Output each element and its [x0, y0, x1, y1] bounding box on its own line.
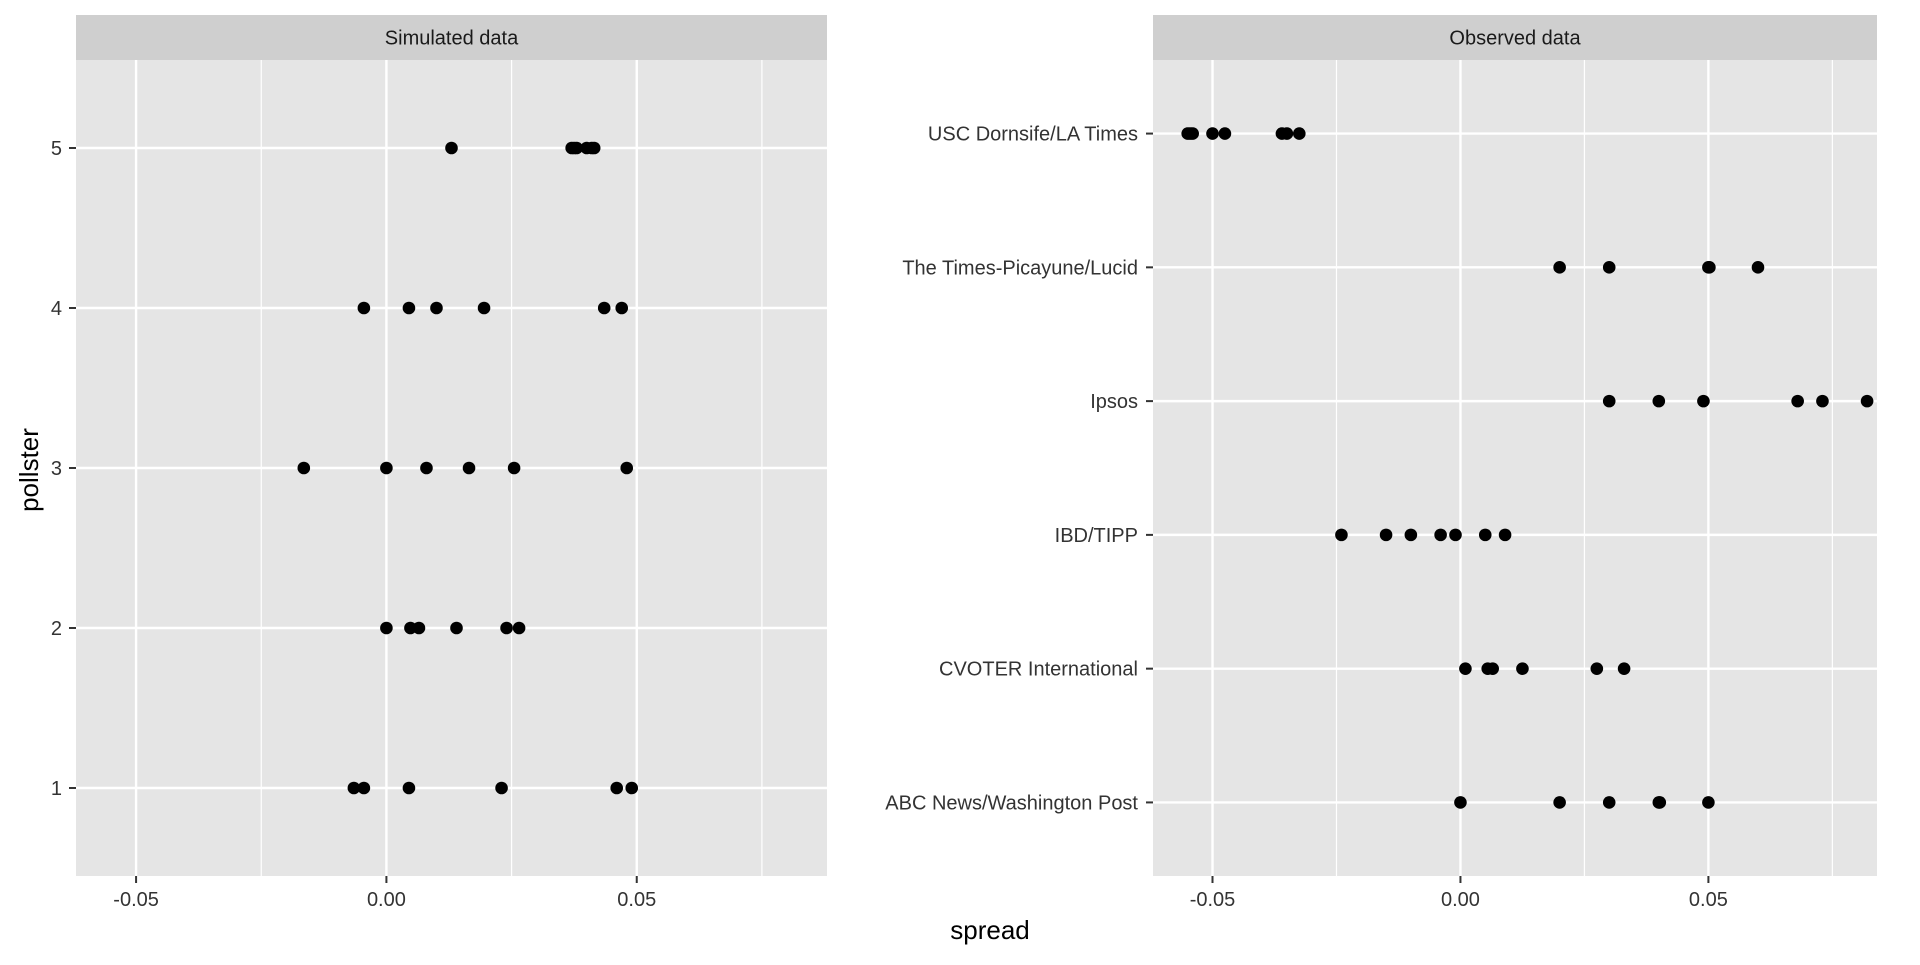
- data-point: [1292, 127, 1306, 140]
- y-tick-label: 5: [51, 138, 62, 160]
- data-point: [1602, 394, 1616, 408]
- data-point: [1860, 394, 1874, 408]
- data-point: [380, 621, 393, 635]
- panel-1: Simulated data -0.05 0.00 0.05 1 2 3 4 5: [51, 15, 827, 911]
- data-point: [1602, 796, 1616, 809]
- facet-title: Simulated data: [385, 28, 519, 50]
- data-point: [297, 461, 311, 475]
- data-point: [402, 301, 416, 315]
- x-tick-label: -0.05: [1190, 889, 1236, 911]
- y-tick-label: Ipsos: [1090, 391, 1138, 413]
- y-tick-label: CVOTER International: [939, 659, 1138, 681]
- data-point: [1486, 662, 1499, 675]
- data-point: [1280, 127, 1294, 140]
- y-tick-label: The Times-Picayune/Lucid: [902, 257, 1138, 279]
- y-tick-label: 1: [51, 778, 62, 800]
- facet-title: Observed data: [1449, 28, 1581, 50]
- facet-strip: [1153, 15, 1877, 60]
- data-point: [620, 461, 634, 475]
- data-point: [1791, 394, 1804, 408]
- x-tick-label: 0.05: [1689, 889, 1728, 911]
- data-point: [587, 141, 601, 155]
- data-point: [610, 781, 624, 795]
- data-point: [495, 781, 508, 795]
- x-tick-label: 0.05: [617, 889, 656, 911]
- data-point: [412, 621, 426, 635]
- data-point: [1454, 796, 1467, 809]
- data-point: [1186, 127, 1199, 140]
- data-point: [1478, 528, 1492, 542]
- data-point: [570, 141, 583, 155]
- data-point: [445, 141, 458, 155]
- data-point: [1653, 796, 1667, 809]
- x-tick-label: 0.00: [1441, 889, 1480, 911]
- data-point: [1516, 662, 1529, 675]
- data-point: [380, 461, 393, 475]
- data-point: [357, 301, 371, 315]
- y-axis-title: pollster: [14, 428, 44, 512]
- data-point: [347, 781, 361, 795]
- data-point: [615, 301, 629, 315]
- data-point: [1590, 662, 1604, 675]
- data-point: [1218, 127, 1232, 140]
- data-point: [1379, 528, 1393, 542]
- data-point: [430, 301, 443, 315]
- facet-strip: [76, 15, 827, 60]
- data-point: [1602, 261, 1616, 274]
- y-tick-label: USC Dornsife/LA Times: [928, 124, 1138, 146]
- data-point: [1652, 394, 1666, 408]
- data-point: [1498, 528, 1512, 542]
- data-point: [402, 781, 416, 795]
- y-tick-label: 2: [51, 618, 62, 640]
- data-point: [1553, 796, 1566, 809]
- y-tick-label: 4: [51, 298, 62, 320]
- y-tick-label: ABC News/Washington Post: [885, 792, 1138, 814]
- data-point: [1703, 261, 1716, 274]
- data-point: [420, 461, 433, 475]
- x-tick-label: 0.00: [367, 889, 406, 911]
- x-axis-title: spread: [950, 915, 1030, 945]
- data-point: [1751, 261, 1765, 274]
- panel-background: [1153, 60, 1877, 876]
- y-tick-label: 3: [51, 458, 62, 480]
- data-point: [357, 781, 371, 795]
- data-point: [1335, 528, 1348, 542]
- data-point: [512, 621, 526, 635]
- data-point: [507, 461, 521, 475]
- data-point: [1449, 528, 1462, 542]
- data-point: [625, 781, 639, 795]
- data-point: [1697, 394, 1710, 408]
- data-point: [1553, 261, 1566, 274]
- data-point: [500, 621, 513, 635]
- data-point: [1816, 394, 1829, 408]
- data-point: [1702, 796, 1715, 809]
- y-tick-label: IBD/TIPP: [1055, 525, 1138, 547]
- data-point: [597, 301, 611, 315]
- data-point: [477, 301, 491, 315]
- data-point: [1617, 662, 1631, 675]
- data-point: [1206, 127, 1219, 140]
- data-point: [1404, 528, 1418, 542]
- data-point: [1434, 528, 1447, 542]
- data-point: [462, 461, 476, 475]
- x-tick-label: -0.05: [113, 889, 159, 911]
- panel-2: Observed data -0.05 0.00 0.05 ABC News/Washi…: [885, 15, 1877, 911]
- data-point: [1459, 662, 1472, 675]
- data-point: [450, 621, 463, 635]
